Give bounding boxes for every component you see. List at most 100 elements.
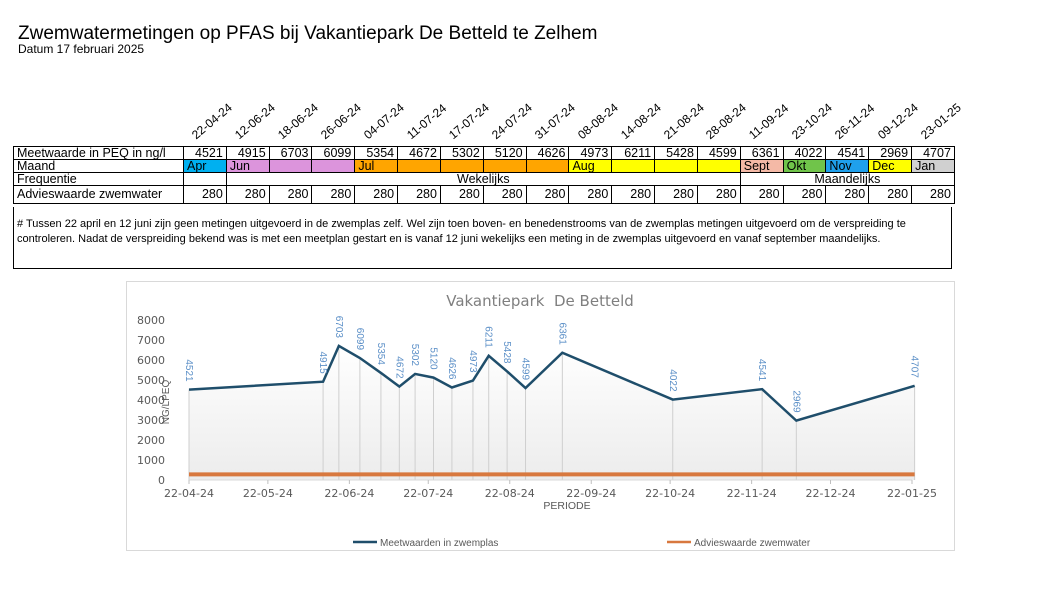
date-label: 23-01-25	[917, 100, 964, 142]
measure-cell: 4022	[782, 146, 827, 160]
month-cell: Okt	[782, 159, 827, 173]
y-tick-label: 4000	[137, 394, 165, 407]
row-month: Maand Apr Jun Jul Aug Sept Okt Nov Dec Jan	[13, 159, 955, 173]
measure-cell: 4521	[183, 146, 227, 160]
row-label-measure: Meetwaarde in PEQ in ng/l	[13, 146, 184, 160]
measure-cell: 4541	[825, 146, 870, 160]
x-axis-label: PERIODE	[543, 500, 590, 512]
month-cell	[525, 159, 570, 173]
y-tick-label: 5000	[137, 374, 165, 387]
month-cell: Jun	[225, 159, 270, 173]
data-label: 4973	[467, 350, 478, 373]
advice-cell: 280	[611, 185, 656, 204]
x-tick-label: 22-11-24	[727, 487, 777, 500]
page-date: Datum 17 februari 2025	[18, 42, 145, 56]
data-label: 5428	[501, 341, 512, 364]
row-advice: Advieswaarde zwemwater 280 280 280 280 280 28…	[13, 185, 955, 204]
data-label: 4599	[520, 358, 531, 381]
y-tick-label: 8000	[137, 314, 165, 327]
date-label: 04-07-24	[360, 100, 407, 142]
line-chart: Vakantiepark De Betteld 0 1000 2000 3000 4000…	[137, 292, 937, 549]
date-label: 12-06-24	[232, 100, 279, 142]
x-tick-label: 22-01-25	[887, 487, 937, 500]
advice-cell: 280	[654, 185, 698, 204]
date-label: 26-11-24	[831, 100, 878, 142]
date-label: 17-07-24	[446, 100, 493, 142]
month-cell	[311, 159, 356, 173]
measure-cell: 6361	[739, 146, 784, 160]
month-cell: Sept	[739, 159, 784, 173]
advice-cell: 280	[439, 185, 484, 204]
advice-cell: 280	[696, 185, 741, 204]
advice-cell: 280	[911, 185, 955, 204]
advice-cell: 280	[354, 185, 399, 204]
data-label: 2969	[790, 390, 801, 413]
measure-cell: 5120	[482, 146, 527, 160]
series-measure-line	[188, 344, 915, 423]
row-label-month: Maand	[13, 159, 184, 173]
date-label: 14-08-24	[617, 100, 664, 142]
measure-cell: 4599	[696, 146, 741, 160]
chart-title: Vakantiepark De Betteld	[446, 292, 634, 310]
x-tick-label: 22-06-24	[324, 487, 374, 500]
month-cell	[397, 159, 441, 173]
date-label: 11-07-24	[403, 100, 449, 142]
x-tick-label: 22-07-24	[403, 487, 453, 500]
x-tick-label: 22-12-24	[806, 487, 856, 500]
data-label: 5354	[375, 343, 386, 366]
y-tick-label: 2000	[137, 434, 165, 447]
advice-cell: 280	[868, 185, 913, 204]
measure-cell: 6099	[311, 146, 356, 160]
month-cell: Dec	[868, 159, 913, 173]
x-tick-label: 22-09-24	[566, 487, 616, 500]
date-label: 08-08-24	[574, 100, 621, 142]
y-tick-label: 7000	[137, 334, 165, 347]
measure-cell: 6703	[268, 146, 313, 160]
frequency-weekly: Wekelijks	[225, 172, 741, 186]
date-label: 24-07-24	[489, 100, 536, 142]
data-label: 6211	[483, 326, 494, 348]
measure-cell: 5354	[354, 146, 399, 160]
date-label: 22-04-24	[189, 100, 236, 142]
row-label-frequency: Frequentie	[13, 172, 184, 186]
footnote: # Tussen 22 april en 12 juni zijn geen m…	[13, 207, 952, 269]
frequency-monthly: Maandelijks	[739, 172, 955, 186]
month-cell	[268, 159, 313, 173]
date-label: 18-06-24	[275, 100, 321, 142]
measure-cell: 4973	[568, 146, 613, 160]
advice-cell: 280	[225, 185, 270, 204]
measure-cell: 5302	[439, 146, 484, 160]
advice-cell: 280	[739, 185, 784, 204]
month-cell: Jan	[911, 159, 955, 173]
y-tick-label: 3000	[137, 414, 165, 427]
month-cell: Jul	[354, 159, 399, 173]
month-cell	[482, 159, 527, 173]
month-cell	[439, 159, 484, 173]
date-label: 09-12-24	[874, 100, 921, 142]
data-label: 6361	[556, 323, 567, 346]
x-tick-label: 22-08-24	[485, 487, 535, 500]
data-label: 4541	[756, 359, 767, 382]
measure-cell: 4626	[525, 146, 570, 160]
row-frequency: Frequentie Wekelijks Maandelijks	[13, 172, 955, 186]
measure-cell: 4915	[225, 146, 270, 160]
month-cell	[696, 159, 741, 173]
measure-cell: 5428	[654, 146, 698, 160]
month-cell	[611, 159, 656, 173]
plot-area-fill	[189, 345, 915, 480]
date-label: 26-06-24	[317, 100, 364, 142]
data-label: 4707	[909, 356, 920, 379]
advice-cell: 280	[482, 185, 527, 204]
data-label: 6703	[333, 316, 344, 339]
measure-cell: 6211	[611, 146, 656, 160]
data-label: 4022	[667, 369, 678, 392]
advice-cell: 280	[311, 185, 356, 204]
advice-cell: 280	[782, 185, 827, 204]
month-cell	[654, 159, 698, 173]
measurement-table: Meetwaarde in PEQ in ng/l 4521 4915 6703 60…	[13, 146, 955, 204]
data-label: 6099	[354, 328, 365, 351]
data-label: 4915	[317, 351, 328, 374]
measure-cell: 2969	[868, 146, 913, 160]
date-label: 23-10-24	[789, 100, 835, 142]
y-axis-label: NG/LPEQ	[161, 380, 172, 425]
